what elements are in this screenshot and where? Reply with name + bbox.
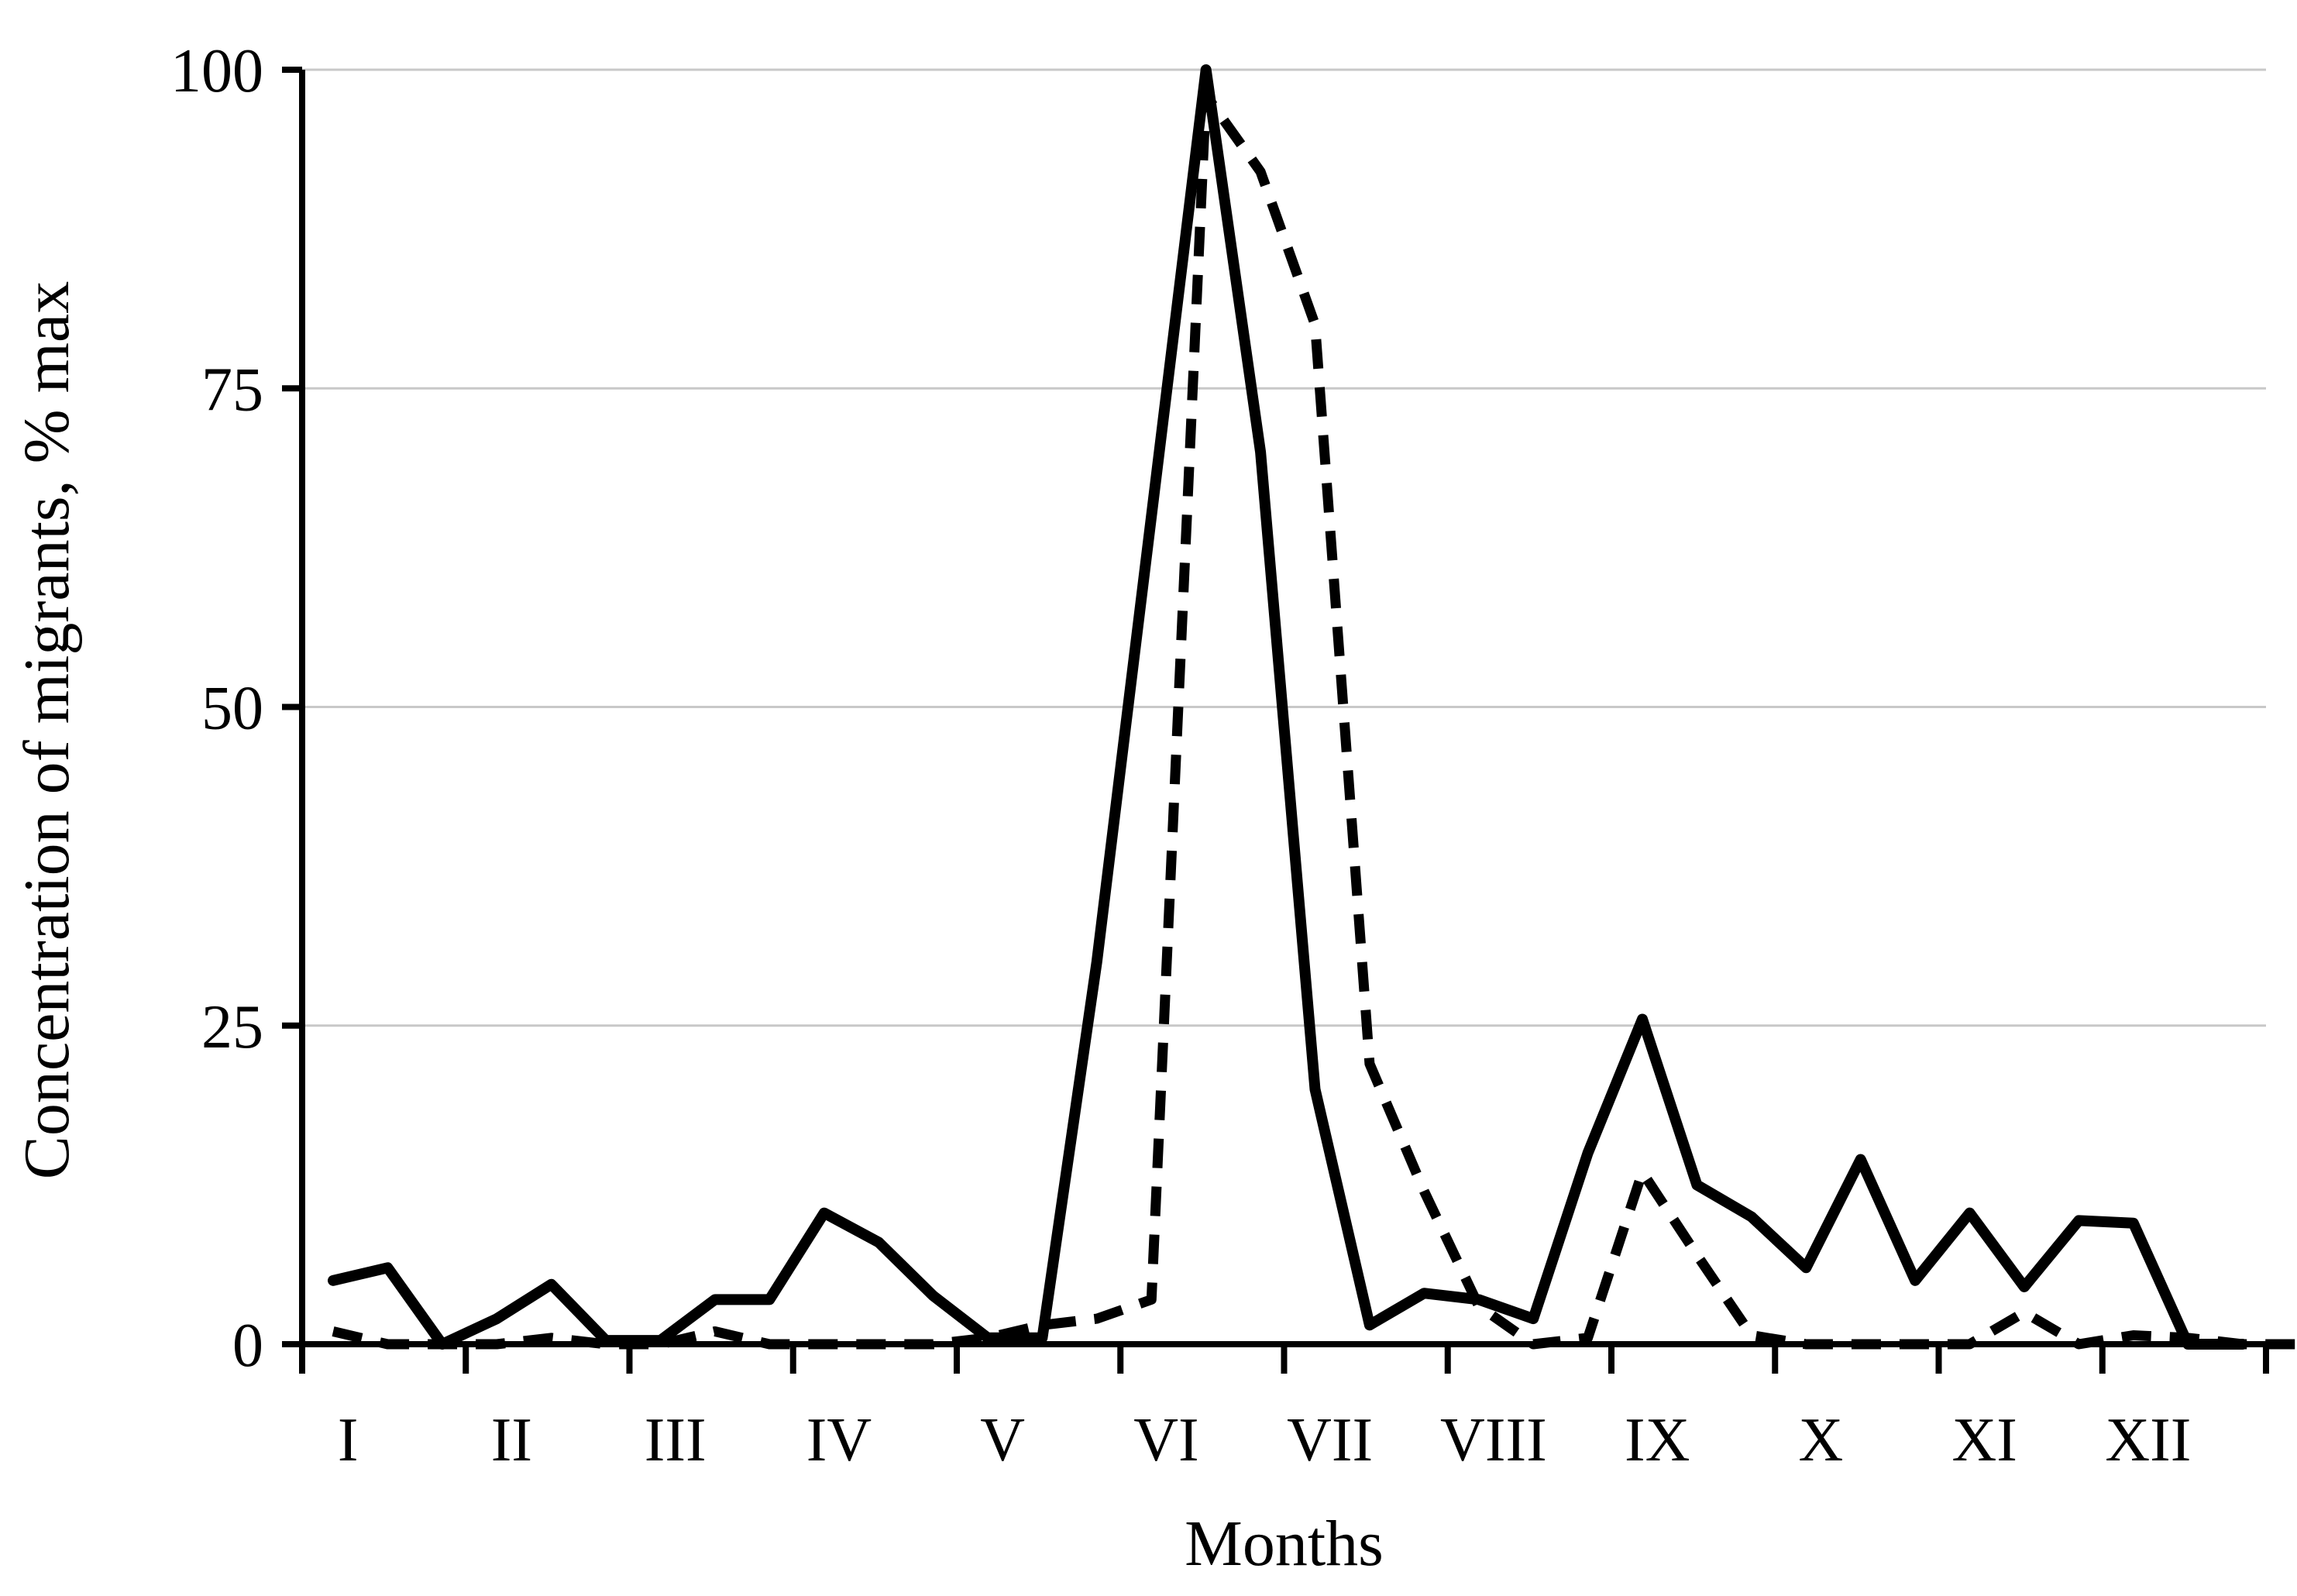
- y-tick-label: 0: [232, 1312, 263, 1380]
- x-tick-label: XI: [1951, 1406, 2017, 1474]
- x-axis-title: Months: [1185, 1508, 1384, 1580]
- x-tick-label: XII: [2105, 1406, 2191, 1474]
- x-tick-label: II: [491, 1406, 532, 1474]
- series-line-solid: [328, 64, 2248, 1350]
- y-tick-label: 50: [201, 675, 263, 743]
- y-tick-label: 25: [201, 993, 263, 1061]
- x-tick-label: IV: [806, 1406, 872, 1474]
- x-tick-label: V: [980, 1406, 1025, 1474]
- x-tick-label: VIII: [1440, 1406, 1547, 1474]
- x-tick-labels: I II III IV V VI VII VIII IX X XI XII: [338, 1406, 2192, 1474]
- axis-ticks: [282, 67, 2269, 1374]
- x-tick-label: X: [1799, 1406, 1844, 1474]
- x-tick-label: IX: [1625, 1406, 1690, 1474]
- grid-lines: [302, 68, 2266, 1027]
- y-tick-label: 100: [170, 37, 263, 105]
- x-tick-label: VI: [1133, 1406, 1198, 1474]
- y-axis-title: Concentration of migrants, % max: [11, 281, 83, 1179]
- x-tick-label: III: [645, 1406, 707, 1474]
- x-tick-label: VII: [1287, 1406, 1373, 1474]
- x-tick-label: I: [338, 1406, 359, 1474]
- y-tick-labels: 0 25 50 75 100: [170, 37, 263, 1380]
- y-tick-label: 75: [201, 356, 263, 424]
- series-line-dashed: [332, 90, 2297, 1350]
